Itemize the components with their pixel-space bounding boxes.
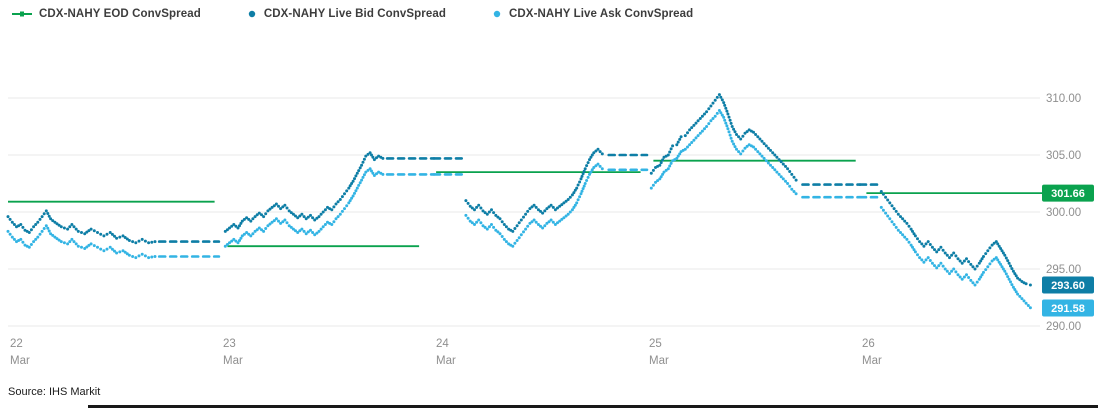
svg-text:25: 25 [649,338,662,350]
legend-item-live-ask-convspread[interactable]: CDX-NAHY Live Ask ConvSpread [492,8,693,20]
svg-text:Mar: Mar [862,355,882,367]
svg-text:Mar: Mar [649,355,669,367]
svg-text:300.00: 300.00 [1046,207,1081,219]
eod-line-marker-icon [12,11,32,17]
legend-label-ask: CDX-NAHY Live Ask ConvSpread [509,8,694,20]
svg-text:310.00: 310.00 [1046,93,1081,105]
source-attribution: Source: IHS Markit [8,386,101,398]
svg-text:295.00: 295.00 [1046,264,1081,276]
svg-text:Mar: Mar [10,355,30,367]
bid-dot-marker-icon [248,10,256,18]
legend-label-bid: CDX-NAHY Live Bid ConvSpread [263,8,446,20]
svg-text:301.66: 301.66 [1051,188,1085,200]
svg-text:290.00: 290.00 [1046,321,1081,333]
legend-item-live-bid-convspread[interactable]: CDX-NAHY Live Bid ConvSpread [247,8,446,20]
svg-text:23: 23 [223,338,236,350]
svg-text:24: 24 [436,338,449,350]
svg-text:Mar: Mar [223,355,243,367]
bottom-edge-line [88,405,1098,408]
chart-legend: CDX-NAHY EOD ConvSpread CDX-NAHY Live Bi… [12,8,693,20]
ask-dot-marker-icon [493,10,501,18]
svg-text:22: 22 [10,338,23,350]
legend-label-eod: CDX-NAHY EOD ConvSpread [39,8,201,20]
svg-text:Mar: Mar [436,355,456,367]
svg-text:293.60: 293.60 [1051,280,1085,292]
svg-text:305.00: 305.00 [1046,150,1081,162]
legend-item-eod-convspread[interactable]: CDX-NAHY EOD ConvSpread [12,8,201,20]
svg-text:291.58: 291.58 [1051,303,1085,315]
svg-text:26: 26 [862,338,875,350]
